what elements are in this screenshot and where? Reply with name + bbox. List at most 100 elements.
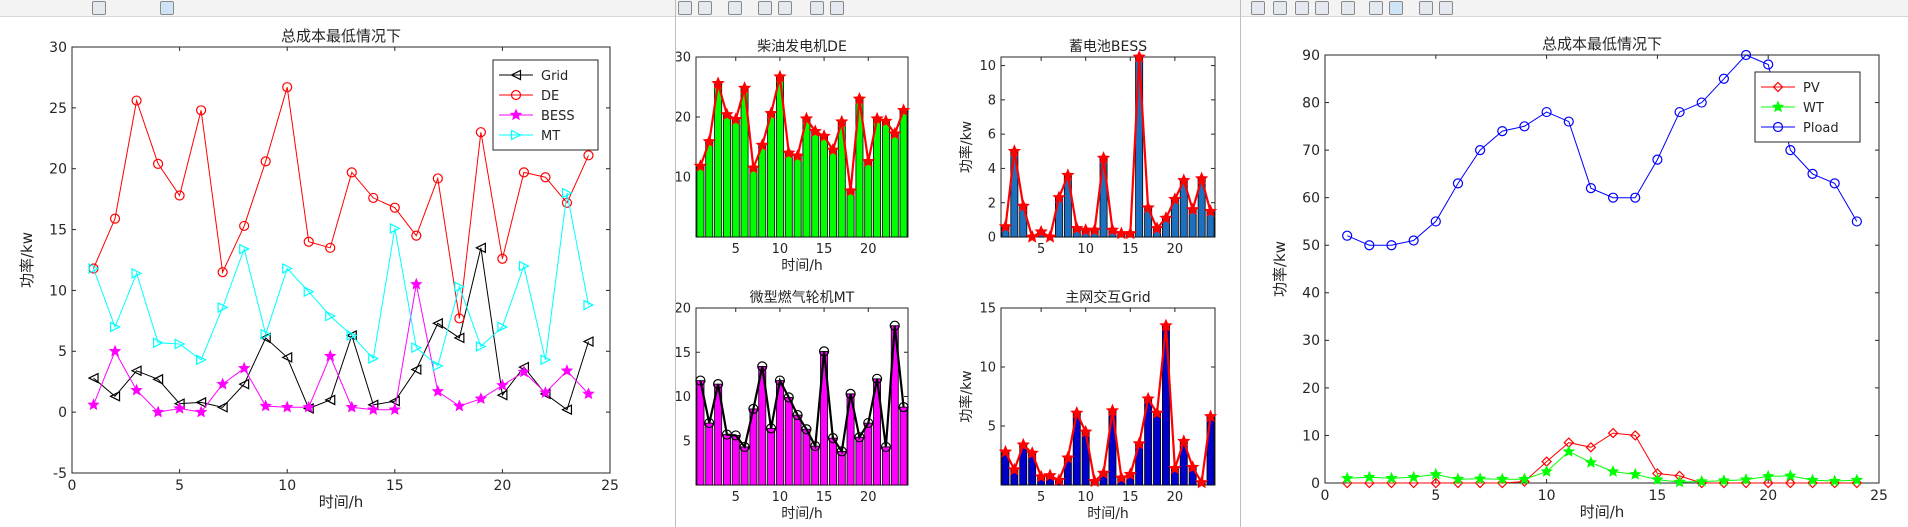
data-point: [1043, 468, 1057, 482]
x-tick-label: 0: [68, 478, 77, 494]
data-point: [896, 103, 911, 117]
data-point: [810, 440, 821, 452]
x-tick-label: 20: [1167, 242, 1184, 257]
data-point-wt: [1496, 472, 1509, 485]
x-tick-label: 25: [1870, 488, 1888, 504]
data-point: [1159, 211, 1173, 224]
y-tick-label: 10: [1302, 428, 1320, 444]
data-point-wt: [1673, 475, 1686, 488]
figure-window-right: 0 5 10 15 20 25 0 10 20 30 40 50 60 70 80 90 总成本最低情况下 时间/…: [1240, 0, 1908, 527]
data-point-bess: [560, 364, 574, 377]
data-point-mt: [152, 337, 164, 349]
data-point: [818, 346, 830, 357]
data-point-mt: [196, 354, 207, 366]
data-point: [782, 145, 796, 159]
y-tick-label: -5: [53, 466, 67, 482]
data-point-pload: [1386, 240, 1397, 251]
data-point: [826, 142, 840, 156]
data-point-bess: [130, 383, 143, 396]
figure-window-left: 0 5 10 15 20 25 -5 0 5 10 15 20 25 30 总成本最低情况下 时间/h 功率/k…: [0, 0, 675, 527]
data-point: [836, 446, 847, 457]
property-editor-icon[interactable]: [830, 1, 844, 15]
data-point-bess: [496, 378, 509, 391]
data-point-pload: [1342, 230, 1353, 241]
data-point: [861, 154, 875, 168]
data-point-pv: [1430, 477, 1442, 489]
data-point-pv: [1607, 427, 1619, 439]
bar: [828, 149, 837, 238]
data-point: [695, 375, 706, 386]
legend-icon[interactable]: [778, 1, 792, 15]
save-icon[interactable]: [678, 1, 692, 15]
chart-title: 微型燃气轮机MT: [750, 289, 855, 306]
legend: Grid DE BESS MT: [492, 59, 599, 151]
data-point-grid: [216, 401, 228, 413]
data-point-de: [583, 150, 594, 161]
bar: [749, 167, 758, 238]
data-point-pload: [1607, 192, 1619, 203]
pointer-icon[interactable]: [1419, 1, 1433, 15]
bar: [1153, 412, 1161, 486]
line-chart-left: 0 5 10 15 20 25-5051015202530总成本最低情况下时间/h功率/k…: [18, 27, 619, 511]
data-point-wt: [1473, 472, 1487, 485]
print-icon[interactable]: [1315, 1, 1329, 15]
property-editor-icon[interactable]: [1439, 1, 1453, 15]
figure-window-subplots: 5 10 15 20 10 20 30 柴油发电机DE 时间/h 5 10 15 20 0 2 4 6 8 10 蓄电…: [675, 0, 1241, 527]
data-point-wt: [1562, 445, 1575, 457]
data-point-wt: [1761, 469, 1775, 482]
pointer-icon[interactable]: [810, 1, 824, 15]
data-point-pload: [1408, 235, 1419, 246]
data-point-bess: [237, 361, 251, 374]
subplot-grid: 5 10 15 20 10 20 30 柴油发电机DE 时间/h 5 10 15 20 0 2 4 6 8 10 蓄电…: [676, 39, 1218, 522]
bar: [846, 190, 855, 238]
data-point-mt: [475, 340, 487, 352]
data-point: [712, 379, 724, 390]
print-icon[interactable]: [698, 1, 712, 15]
data-point-bess: [173, 401, 186, 414]
data-point-pload: [1452, 178, 1464, 189]
x-tick-label: 0: [1321, 488, 1330, 504]
data-point: [729, 112, 743, 126]
data-point-bess: [259, 399, 272, 412]
data-point: [879, 114, 893, 127]
axes-de: 5 10 15 20 10 20 30 柴油发电机DE 时间/h: [676, 39, 911, 274]
plot-area: [1000, 56, 1216, 238]
y-tick-label: 50: [1302, 238, 1320, 254]
legend-marker: [1772, 81, 1784, 93]
data-point-grid: [130, 365, 142, 377]
colorbar-icon[interactable]: [758, 1, 772, 15]
data-point: [720, 107, 734, 121]
bar: [855, 436, 864, 486]
data-point-de: [239, 220, 250, 232]
data-point: [1159, 318, 1173, 332]
data-point-mt: [561, 187, 573, 199]
y-tick-label: 5: [988, 420, 996, 435]
data-point-wt: [1828, 474, 1841, 487]
data-point-grid: [195, 396, 207, 408]
export-icon[interactable]: [1341, 1, 1355, 15]
colorbar-icon[interactable]: [1369, 1, 1383, 15]
data-point-de: [411, 230, 422, 241]
data-point-pload: [1785, 145, 1796, 156]
data-point: [1123, 467, 1137, 481]
toolbar-button-icon[interactable]: [160, 1, 174, 15]
axes-left: 0 5 10 15 20 25-5051015202530总成本最低情况下时间/h功率/k…: [18, 27, 619, 511]
bar: [811, 445, 820, 486]
data-point-wt: [1540, 465, 1553, 477]
data-point: [790, 148, 805, 162]
data-point-bess: [302, 400, 315, 413]
x-tick-label: 20: [860, 490, 877, 505]
open-file-icon[interactable]: [1273, 1, 1287, 15]
data-point-wt: [1717, 474, 1731, 486]
toolbar-button-icon[interactable]: [92, 1, 106, 15]
save-icon[interactable]: [1295, 1, 1309, 15]
y-tick-label: 8: [988, 93, 996, 108]
data-point-mt: [282, 263, 294, 274]
y-tick-label: 10: [979, 361, 996, 376]
export-icon[interactable]: [728, 1, 742, 15]
series-line-de: [93, 87, 589, 319]
bar: [758, 144, 767, 238]
new-figure-icon[interactable]: [1251, 1, 1265, 15]
bar: [881, 120, 890, 238]
legend-icon[interactable]: [1389, 1, 1403, 15]
